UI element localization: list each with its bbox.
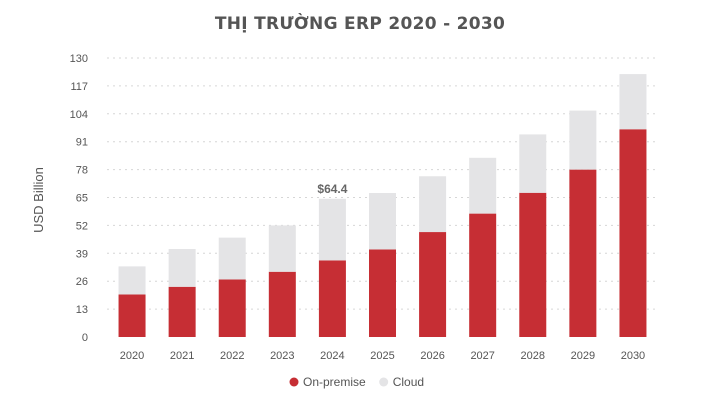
bar-on-premise-2024 [318,260,346,337]
y-axis-ticks: 0 13 26 39 52 65 78 91 104 117 130 [70,53,88,344]
x-tick-label: 2028 [521,350,545,362]
gridlines [107,57,658,310]
y-tick-label: 104 [70,109,88,121]
bar-cloud-2025 [369,192,396,250]
bar-on-premise-2028 [519,192,547,337]
y-tick-label: 13 [76,304,88,316]
data-label: $64.4 [317,182,347,196]
annotations: $64.4 [317,182,347,196]
x-tick-label: 2024 [320,350,344,362]
legend-swatch [289,377,299,387]
legend: On-premise Cloud [289,375,424,389]
x-tick-label: 2030 [621,350,645,362]
bar-on-premise-2025 [369,249,396,337]
y-tick-label: 39 [76,248,88,260]
bar-cloud-2030 [619,74,647,130]
bar-on-premise-2030 [619,129,647,337]
x-tick-label: 2026 [420,350,444,362]
x-tick-label: 2025 [370,350,394,362]
bar-cloud-2028 [519,134,547,193]
bar-cloud-2022 [218,237,246,280]
x-tick-label: 2020 [120,350,144,362]
x-tick-label: 2022 [220,350,244,362]
bars [118,74,647,337]
bar-on-premise-2022 [218,279,246,337]
y-tick-label: 91 [76,137,88,149]
bar-cloud-2020 [118,266,146,295]
legend-swatch [379,377,389,387]
y-tick-label: 65 [76,193,88,205]
bar-cloud-2023 [268,225,296,272]
y-tick-label: 52 [76,220,88,232]
bar-on-premise-2029 [569,169,597,337]
bar-cloud-2026 [419,176,447,233]
bar-on-premise-2023 [268,271,296,337]
y-tick-label: 117 [70,81,88,93]
bar-on-premise-2020 [118,294,146,337]
bar-cloud-2021 [168,249,196,287]
bar-cloud-2029 [569,110,597,170]
bar-on-premise-2021 [168,286,196,337]
legend-label: On-premise [303,375,366,389]
y-axis-label: USD Billion [31,167,46,233]
x-tick-label: 2021 [170,350,194,362]
y-tick-label: 26 [76,276,88,288]
y-tick-label: 78 [76,165,88,177]
y-tick-label: 130 [70,53,88,65]
legend-label: Cloud [393,375,424,389]
bar-on-premise-2026 [419,232,447,337]
x-axis-ticks: 2020 2021 2022 2023 2024 2025 2026 2027 2028 2029… [120,350,645,362]
x-tick-label: 2027 [470,350,494,362]
bar-cloud-2027 [469,157,497,214]
bar-cloud-2024 [318,198,346,261]
x-tick-label: 2023 [270,350,294,362]
chart-title: THỊ TRƯỜNG ERP 2020 - 2030 [215,12,505,34]
bar-on-premise-2027 [469,213,497,337]
x-tick-label: 2029 [571,350,595,362]
y-tick-label: 0 [82,332,88,344]
